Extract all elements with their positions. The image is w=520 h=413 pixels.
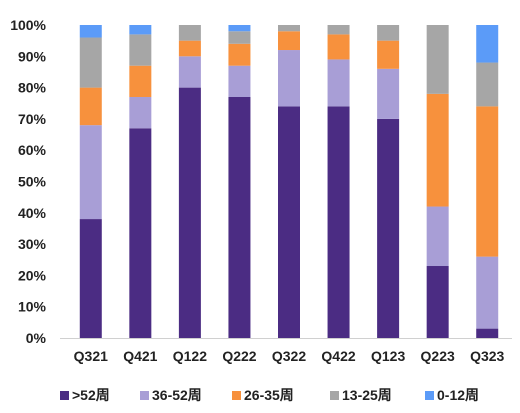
bars [79,25,499,339]
x-tick-label: Q321 [74,348,108,364]
bar-segment [327,34,350,60]
bar-segment [129,34,152,66]
x-tick-label: Q323 [470,348,504,364]
bar-segment [79,37,102,88]
bar-stack-Q422 [327,25,350,338]
legend-swatch [232,391,241,400]
x-tick-label: Q222 [222,348,256,364]
bar-segment [377,68,400,119]
x-tick-label: Q422 [321,348,355,364]
bar-stack-Q222 [228,25,251,339]
bar-segment [278,50,300,107]
bar-segment [79,219,102,338]
bar-stack-Q123 [377,25,400,339]
bar-segment [228,25,251,32]
bar-segment [327,106,350,338]
bar-segment [278,31,300,51]
y-axis: 0% 10% 20% 30% 40% 50% 60% 70% 80% 90% 100% [10,17,46,346]
bar-stack-Q122 [178,25,201,338]
bar-segment [476,106,499,257]
y-tick-label: 70% [18,111,47,127]
bar-segment [426,25,449,94]
legend-swatch [140,391,149,400]
bar-segment [426,93,449,207]
bar-segment [327,59,350,107]
bar-segment [79,125,102,220]
bar-segment [476,62,499,107]
y-tick-label: 20% [18,267,47,283]
legend-swatch [330,391,339,400]
legend-label: 36-52周 [152,387,202,403]
x-tick-label: Q122 [173,348,207,364]
x-tick-label: Q322 [272,348,306,364]
bar-segment [228,65,251,97]
y-tick-label: 0% [26,330,47,346]
y-tick-label: 40% [18,205,47,221]
bar-segment [278,106,300,338]
bar-segment [79,87,102,126]
legend-swatch [60,391,69,400]
bar-segment [476,256,499,329]
bar-segment [377,118,400,339]
bar-segment [79,25,102,38]
bar-stack-Q322 [278,25,300,338]
bar-stack-Q323 [476,25,499,338]
legend-label: >52周 [72,387,110,403]
bar-segment [327,25,350,35]
y-tick-label: 10% [18,299,47,315]
y-tick-label: 90% [18,48,47,64]
bar-segment [129,128,152,338]
y-tick-label: 80% [18,80,47,96]
x-tick-label: Q123 [371,348,405,364]
legend: >52周 36-52周 26-35周 13-25周 0-12周 [60,387,479,403]
bar-segment [476,25,499,63]
bar-segment [178,40,201,57]
bar-segment [129,96,152,129]
bar-segment [178,87,201,338]
bar-segment [228,43,251,66]
bar-segment [178,56,201,88]
bar-segment [377,25,400,41]
y-tick-label: 30% [18,236,47,252]
x-tick-label: Q223 [421,348,455,364]
bar-segment [228,31,251,44]
bar-segment [228,96,251,339]
bar-segment [278,25,300,32]
legend-label: 13-25周 [342,387,392,403]
x-axis: Q321 Q421 Q122 Q222 Q322 Q422 Q123 Q223 Q323 [60,338,512,364]
bar-segment [476,328,499,338]
bar-stack-Q223 [426,25,449,338]
legend-label: 26-35周 [244,387,294,403]
bar-segment [178,25,201,41]
x-tick-label: Q421 [123,348,157,364]
bar-segment [426,206,449,267]
y-tick-label: 60% [18,142,47,158]
bar-stack-Q321 [79,25,102,338]
bar-stack-Q421 [129,25,152,338]
legend-swatch [425,391,434,400]
bar-segment [129,65,152,97]
y-tick-label: 100% [10,17,46,33]
bar-segment [129,25,152,35]
y-tick-label: 50% [18,174,47,190]
bar-segment [426,266,449,338]
bar-segment [377,40,400,69]
legend-label: 0-12周 [437,387,479,403]
